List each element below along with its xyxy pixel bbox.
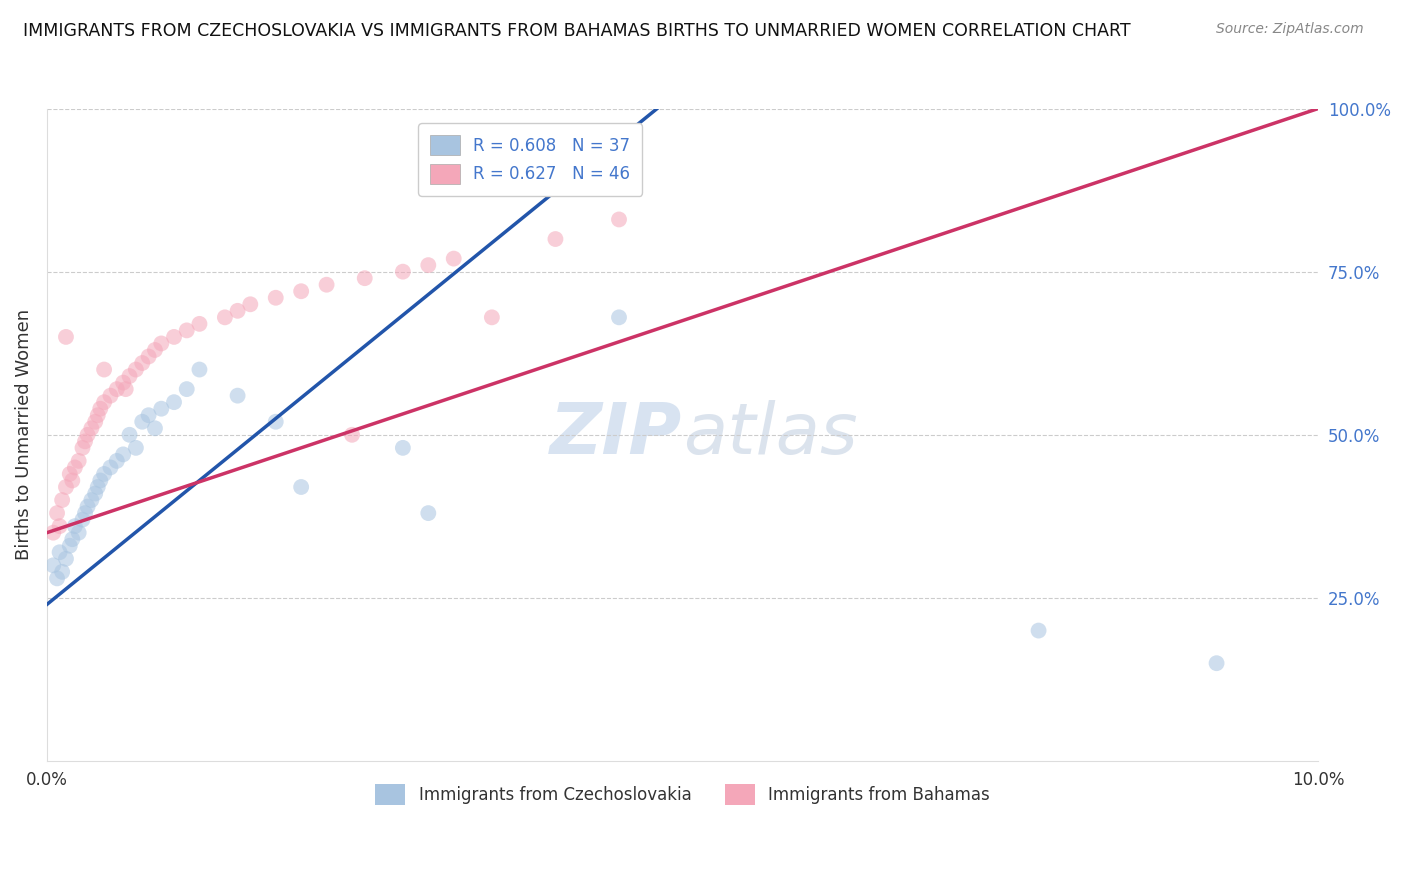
Point <box>67 525 90 540</box>
Point <box>150 401 173 416</box>
Point <box>80 421 103 435</box>
Point <box>481 310 503 325</box>
Legend: Immigrants from Czechoslovakia, Immigrants from Bahamas: Immigrants from Czechoslovakia, Immigran… <box>368 778 997 812</box>
Text: Source: ZipAtlas.com: Source: ZipAtlas.com <box>1216 22 1364 37</box>
Point <box>176 323 198 337</box>
Point <box>105 382 128 396</box>
Point <box>226 303 249 318</box>
Point <box>42 558 65 573</box>
Point <box>42 525 65 540</box>
Point <box>72 513 94 527</box>
Point <box>114 382 136 396</box>
Point <box>60 474 83 488</box>
Point <box>112 447 135 461</box>
Point <box>105 454 128 468</box>
Point <box>138 408 160 422</box>
Point <box>51 565 73 579</box>
Point <box>84 486 107 500</box>
Point <box>100 389 122 403</box>
Point <box>76 500 98 514</box>
Point <box>118 369 141 384</box>
Point <box>73 506 96 520</box>
Point <box>48 545 70 559</box>
Point <box>239 297 262 311</box>
Point <box>340 427 363 442</box>
Point <box>150 336 173 351</box>
Point <box>138 350 160 364</box>
Point <box>290 284 312 298</box>
Point <box>60 532 83 546</box>
Point <box>89 401 111 416</box>
Point <box>214 310 236 325</box>
Point <box>87 408 110 422</box>
Point <box>93 362 115 376</box>
Point <box>87 480 110 494</box>
Point <box>76 427 98 442</box>
Point <box>46 506 69 520</box>
Point <box>55 551 77 566</box>
Point <box>125 362 148 376</box>
Point <box>188 317 211 331</box>
Point <box>143 421 166 435</box>
Point <box>290 480 312 494</box>
Point <box>392 265 415 279</box>
Point <box>80 493 103 508</box>
Point <box>163 330 186 344</box>
Point <box>46 571 69 585</box>
Point <box>93 395 115 409</box>
Point <box>226 389 249 403</box>
Point <box>72 441 94 455</box>
Point <box>84 415 107 429</box>
Point <box>353 271 375 285</box>
Point <box>392 441 415 455</box>
Point <box>59 467 82 481</box>
Point <box>544 232 567 246</box>
Point <box>143 343 166 357</box>
Point <box>1205 656 1227 670</box>
Point <box>176 382 198 396</box>
Point <box>418 506 440 520</box>
Point <box>264 415 287 429</box>
Text: ZIP: ZIP <box>550 401 682 469</box>
Y-axis label: Births to Unmarried Women: Births to Unmarried Women <box>15 310 32 560</box>
Point <box>93 467 115 481</box>
Point <box>63 519 86 533</box>
Point <box>131 356 153 370</box>
Text: IMMIGRANTS FROM CZECHOSLOVAKIA VS IMMIGRANTS FROM BAHAMAS BIRTHS TO UNMARRIED WO: IMMIGRANTS FROM CZECHOSLOVAKIA VS IMMIGR… <box>22 22 1130 40</box>
Text: atlas: atlas <box>682 401 858 469</box>
Point <box>63 460 86 475</box>
Point <box>89 474 111 488</box>
Point <box>163 395 186 409</box>
Point <box>48 519 70 533</box>
Point <box>73 434 96 449</box>
Point <box>1028 624 1050 638</box>
Point <box>118 427 141 442</box>
Point <box>112 376 135 390</box>
Point <box>131 415 153 429</box>
Point <box>264 291 287 305</box>
Point <box>125 441 148 455</box>
Point <box>443 252 465 266</box>
Point <box>607 310 630 325</box>
Point <box>55 330 77 344</box>
Point <box>67 454 90 468</box>
Point <box>607 212 630 227</box>
Point <box>418 258 440 272</box>
Point <box>59 539 82 553</box>
Point <box>100 460 122 475</box>
Point <box>188 362 211 376</box>
Point <box>315 277 337 292</box>
Point <box>51 493 73 508</box>
Point <box>55 480 77 494</box>
